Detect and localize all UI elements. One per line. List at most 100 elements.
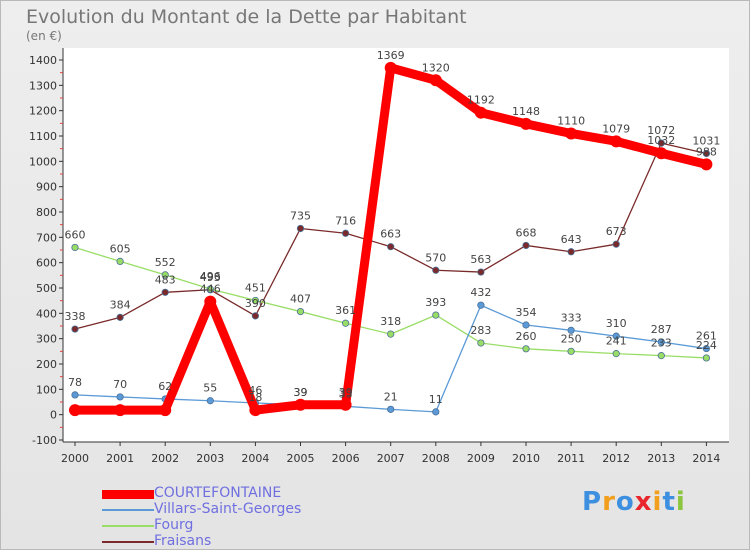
data-label: 432 [470,286,491,299]
data-label: 11 [429,393,443,406]
data-label: 446 [200,283,221,296]
data-label: 643 [561,233,582,246]
data-label: 1192 [467,94,495,107]
y-tick-label: -100 [32,434,57,447]
y-tick-label: 1200 [29,105,57,118]
y-tick-label: 600 [36,257,57,270]
data-point [71,243,79,252]
data-point [116,257,124,265]
logo-letter: x [634,487,653,517]
data-point [477,339,485,347]
data-point [432,408,440,416]
legend-label: Fourg [154,517,194,533]
data-point [341,229,350,237]
legend-label: Fraisans [154,533,212,549]
y-tick-label: 400 [36,307,57,320]
legend-swatch [102,541,154,543]
y-tick-label: 200 [36,358,57,371]
logo-letter: o [615,487,635,517]
x-tick-label: 2007 [377,452,405,465]
proxiti-logo: Proxiti [582,487,686,517]
data-point [657,352,665,360]
data-label: 988 [696,145,717,158]
legend-swatch [102,490,154,499]
x-tick-label: 2000 [61,452,89,465]
data-label: 660 [65,228,86,241]
x-tick-label: 2003 [196,452,224,465]
data-point [251,296,259,305]
legend-label: COURTEFONTAINE [154,485,282,501]
data-point [114,404,127,417]
data-point [565,127,578,140]
data-point [567,347,575,355]
data-point [657,139,665,147]
data-point [251,312,259,320]
data-label: 563 [470,253,491,266]
y-tick-label: 1000 [29,155,57,168]
data-point [249,404,262,417]
data-point [702,149,711,158]
data-point [341,319,350,327]
data-label: 241 [606,335,627,348]
data-label: 78 [68,376,82,389]
data-point [206,397,214,405]
data-label: 1079 [602,122,630,135]
data-point [161,271,169,279]
data-point [387,405,395,413]
logo-letter: t [662,487,676,517]
y-tick-label: 1300 [29,79,57,92]
data-label: 605 [110,242,131,255]
data-point [296,307,305,316]
data-label: 496 [200,270,221,283]
data-label: 1369 [377,49,405,62]
data-point [294,398,307,411]
data-label: 310 [606,317,627,330]
data-label: 261 [696,330,717,343]
data-label: 1110 [557,114,585,127]
data-label: 39 [294,386,308,399]
x-tick-label: 2002 [151,452,179,465]
data-label: 250 [561,332,582,345]
data-point [520,117,532,130]
data-label: 393 [425,296,446,309]
data-label: 62 [158,380,172,393]
data-point [567,248,575,256]
data-label: 1148 [512,105,540,118]
x-tick-label: 2006 [332,452,360,465]
data-point [116,313,124,321]
data-label: 673 [606,225,627,238]
data-point [432,266,440,274]
x-tick-label: 2014 [692,452,720,465]
data-label: 283 [470,324,491,337]
x-tick-label: 2005 [287,452,315,465]
data-label: 451 [245,281,266,294]
y-tick-label: 700 [36,231,57,244]
y-tick-label: 800 [36,206,57,219]
data-point [339,398,352,411]
data-label: 354 [516,306,537,319]
y-tick-label: 900 [36,181,57,194]
data-point [477,268,485,276]
data-label: 39 [294,386,308,399]
chart-title: Evolution du Montant de la Dette par Hab… [26,6,467,28]
data-point [387,243,395,251]
logo-letter: i [652,487,663,517]
x-tick-label: 2009 [467,452,495,465]
data-label: 318 [380,315,401,328]
x-tick-label: 2004 [241,452,269,465]
data-label: 552 [155,256,176,269]
data-point [522,241,530,250]
legend-label: Villars-Saint-Georges [154,501,302,517]
y-tick-label: 100 [36,383,57,396]
data-point [69,404,81,417]
data-label: 1031 [692,134,720,147]
data-label: 668 [516,226,537,239]
data-point [296,224,305,233]
logo-letter: i [675,487,686,517]
data-label: 407 [290,293,311,306]
data-point [159,404,172,417]
data-point [432,311,440,319]
x-tick-label: 2012 [602,452,630,465]
data-label: 493 [200,271,221,284]
x-tick-label: 2011 [557,452,585,465]
